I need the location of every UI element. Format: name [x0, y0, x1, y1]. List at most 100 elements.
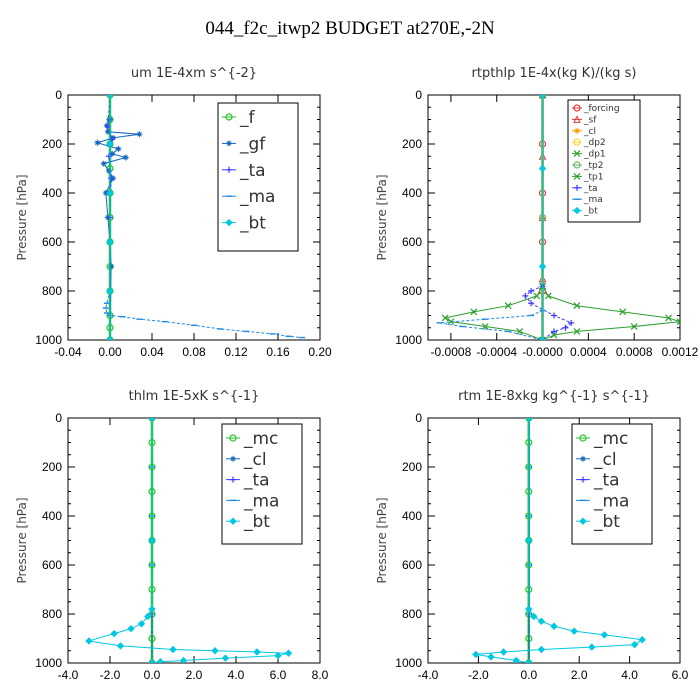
data-point: [600, 631, 609, 639]
y-tick-label: 1000: [35, 656, 62, 670]
legend-label: _bt: [593, 512, 620, 532]
data-point: [544, 292, 552, 300]
series-bt: [472, 418, 646, 663]
y-tick-label: 600: [42, 558, 62, 572]
legend-marker: [226, 166, 232, 173]
data-point: [284, 649, 293, 657]
panel-title: um 1E-4xm s^{-2}: [131, 66, 257, 81]
data-point: [108, 175, 115, 182]
y-tick-label: 0: [415, 88, 422, 102]
data-point: [179, 656, 188, 663]
data-point: [568, 319, 575, 326]
legend-label: _ma: [593, 491, 629, 511]
data-point: [487, 653, 495, 661]
data-point: [127, 624, 135, 633]
series-ma: [436, 95, 546, 340]
x-tick-label: 0.04: [140, 345, 164, 359]
data-point: [447, 318, 455, 326]
data-point: [110, 629, 118, 638]
legend-box: [571, 423, 653, 545]
x-tick-label: 0.0004: [570, 345, 607, 359]
legend-box: [567, 99, 641, 223]
legend-marker: [573, 150, 581, 158]
panel-title: rtm 1E-8xkg kg^{-1} s^{-1}: [458, 389, 650, 404]
x-tick-label: -2.0: [100, 668, 121, 682]
legend-label: _bt: [243, 512, 270, 532]
y-tick-label: 600: [402, 558, 422, 572]
data-point: [525, 659, 533, 663]
data-point: [538, 336, 547, 340]
data-point: [638, 636, 646, 644]
legend-label: _cl: [243, 450, 267, 470]
data-point: [136, 131, 143, 138]
legend-marker: [574, 184, 580, 191]
data-point: [148, 536, 156, 545]
chart-panel-1: um 1E-4xm s^{-2} 0 200 400 600 800 1000-0.04 0.…: [15, 66, 332, 359]
data-point: [109, 150, 116, 157]
x-tick-label: -4.0: [418, 668, 439, 682]
data-point: [116, 642, 125, 650]
data-point: [562, 324, 569, 331]
legend-label: _ma: [239, 187, 275, 207]
legend-marker: [573, 104, 581, 112]
x-tick-label: -0.0000: [522, 345, 563, 359]
data-point: [665, 314, 672, 322]
y-tick-label: 200: [42, 137, 62, 151]
data-point: [533, 292, 541, 300]
y-tick-label: 0: [55, 88, 62, 102]
chart-panel-2: rtpthlp 1E-4x(kg K)/(kg s) 0 200 400 600 800 1…: [375, 66, 699, 359]
data-point: [105, 153, 112, 160]
legend-marker: [225, 218, 233, 227]
y-tick-label: 0: [55, 411, 62, 425]
y-axis-label: Pressure [hPa]: [15, 174, 29, 260]
figure-title: 044_f2c_itwp2 BUDGET at270E,-2N: [205, 18, 495, 39]
legend-box: [217, 102, 299, 252]
series-tp1: [441, 95, 546, 340]
series-line: [95, 119, 140, 340]
data-point: [528, 300, 535, 307]
x-tick-label: 0.0: [520, 668, 537, 682]
data-point: [104, 128, 111, 135]
y-tick-label: 1000: [395, 656, 422, 670]
panel-title: rtpthlp 1E-4x(kg K)/(kg s): [472, 66, 637, 81]
x-tick-label: 0.20: [308, 345, 332, 359]
plot-area: [436, 95, 680, 340]
y-tick-label: 200: [42, 460, 62, 474]
series-ta: [522, 95, 575, 340]
x-tick-label: 8.0: [312, 668, 329, 682]
data-point: [472, 650, 480, 659]
legend-marker: [573, 206, 581, 215]
x-tick-label: -0.04: [54, 345, 82, 359]
data-point: [528, 288, 535, 294]
data-point: [504, 302, 512, 310]
data-point: [538, 262, 547, 271]
data-point: [103, 122, 110, 129]
y-tick-label: 800: [402, 284, 422, 298]
legend: _f _gf _ta _ma _bt: [217, 102, 299, 252]
legend-label: _ta: [239, 161, 266, 181]
x-tick-label: 0.08: [182, 345, 206, 359]
y-axis-label: Pressure [hPa]: [375, 497, 389, 583]
data-point: [441, 314, 449, 322]
x-tick-label: 0.0: [144, 668, 161, 682]
legend-marker: [230, 455, 236, 462]
data-point: [525, 605, 533, 613]
data-point: [106, 336, 114, 340]
legend-marker: [229, 434, 237, 442]
y-tick-label: 1000: [395, 333, 422, 347]
series-bt: [106, 95, 114, 340]
legend-marker: [573, 138, 581, 146]
series-line: [443, 95, 544, 340]
legend-marker: [573, 115, 581, 123]
legend-label: _ma: [583, 195, 603, 205]
data-point: [105, 167, 112, 174]
data-point: [551, 328, 557, 335]
y-tick-label: 400: [402, 186, 422, 200]
y-tick-label: 600: [402, 235, 422, 249]
data-point: [211, 647, 219, 655]
x-tick-label: 2.0: [186, 668, 203, 682]
data-point: [106, 287, 114, 295]
legend-marker: [579, 434, 587, 442]
legend-label: _ma: [243, 491, 279, 511]
x-tick-label: 4.0: [228, 668, 245, 682]
